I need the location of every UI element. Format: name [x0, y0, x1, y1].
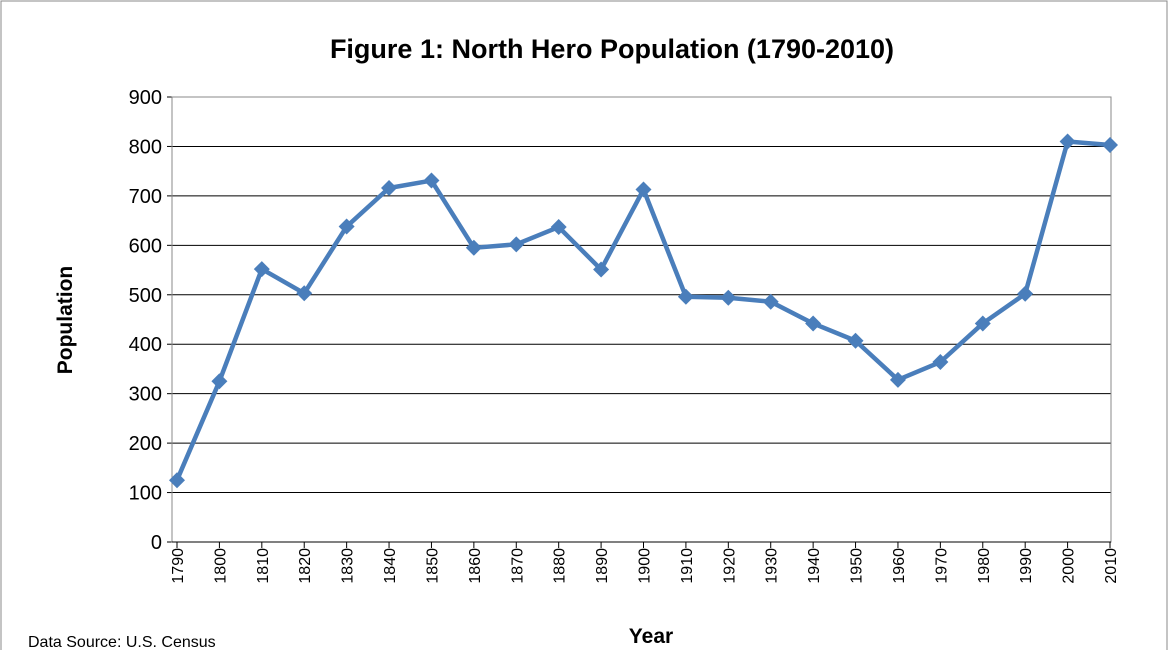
plot-frame	[171, 96, 1112, 543]
data-point	[253, 261, 270, 278]
data-point	[381, 179, 398, 196]
y-tick-label: 900	[129, 87, 162, 109]
data-point	[211, 373, 228, 390]
source-note: Data Source: U.S. Census	[28, 634, 216, 650]
x-tick-label: 2000	[1061, 548, 1078, 584]
data-point	[169, 472, 185, 489]
x-tick-label: 1990	[1018, 548, 1035, 584]
y-tick-label: 300	[129, 384, 162, 406]
data-point	[932, 354, 949, 371]
data-point	[805, 315, 822, 332]
data-point	[847, 332, 864, 349]
y-tick-label: 0	[151, 532, 162, 554]
data-point	[1017, 285, 1034, 302]
y-tick-label: 200	[129, 433, 162, 455]
data-point	[593, 261, 610, 278]
y-tick-label: 800	[129, 136, 162, 158]
x-tick-label: 1840	[382, 548, 399, 584]
y-tick-label: 700	[129, 186, 162, 208]
x-tick-label: 1830	[340, 548, 357, 584]
x-tick-label: 1850	[424, 548, 441, 584]
y-tick-label: 100	[129, 483, 162, 505]
x-tick-label: 1880	[552, 548, 569, 584]
y-axis-label: Population	[54, 266, 77, 375]
x-tick-label: 1890	[594, 548, 611, 584]
data-point	[338, 218, 355, 235]
data-point	[1102, 136, 1118, 153]
x-tick-label: 1910	[679, 548, 696, 584]
data-point	[677, 288, 694, 305]
x-tick-label: 1800	[212, 548, 229, 584]
x-tick-label: 1920	[721, 548, 738, 584]
data-point	[296, 285, 313, 302]
x-tick-label: 1940	[806, 548, 823, 584]
data-point	[508, 236, 525, 253]
data-point	[635, 181, 652, 198]
data-point	[465, 239, 482, 256]
x-axis-label: Year	[629, 625, 673, 648]
chart-title: Figure 1: North Hero Population (1790-20…	[330, 34, 894, 64]
x-tick-label: 1790	[170, 548, 187, 584]
x-tick-label: 1970	[933, 548, 950, 584]
x-tick-label: 1870	[509, 548, 526, 584]
x-tick-label: 1900	[637, 548, 654, 584]
x-tick-label: 1960	[891, 548, 908, 584]
x-tick-label: 1820	[297, 548, 314, 584]
data-point	[889, 371, 906, 388]
y-tick-label: 600	[129, 235, 162, 257]
x-tick-label: 2010	[1103, 548, 1120, 584]
x-tick-label: 1810	[255, 548, 272, 584]
data-point	[550, 219, 567, 236]
x-tick-label: 1950	[849, 548, 866, 584]
data-point	[1059, 133, 1076, 150]
data-point	[423, 172, 440, 189]
y-tick-label: 400	[129, 334, 162, 356]
data-point	[720, 289, 737, 306]
x-tick-label: 1860	[467, 548, 484, 584]
data-point	[974, 315, 991, 332]
x-tick-label: 1930	[764, 548, 781, 584]
x-tick-label: 1980	[976, 548, 993, 584]
data-point	[762, 293, 779, 310]
y-tick-label: 500	[129, 285, 162, 307]
